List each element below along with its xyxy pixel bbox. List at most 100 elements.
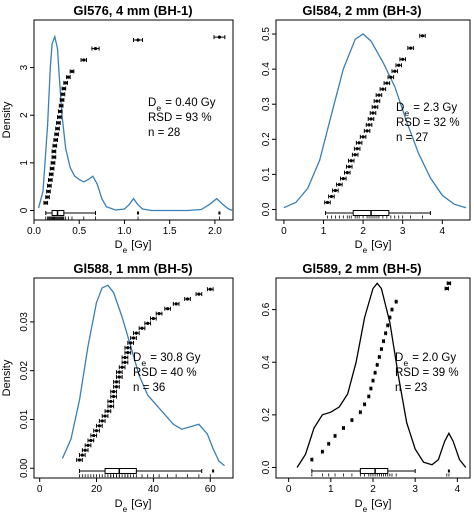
y-tick-label: 0.2 xyxy=(261,132,272,146)
point-marker xyxy=(64,81,68,85)
point-marker xyxy=(47,184,51,188)
data-point xyxy=(50,160,56,165)
box-outlier xyxy=(212,469,215,473)
data-point xyxy=(399,57,406,62)
plot-frame xyxy=(33,19,234,221)
point-marker xyxy=(397,63,401,67)
point-marker xyxy=(50,166,54,171)
point-marker xyxy=(51,161,55,165)
data-point xyxy=(363,128,371,133)
x-axis-ticks: 0.0 0.5 1.0 1.5 2.0 xyxy=(27,220,222,237)
point-marker xyxy=(375,99,379,103)
point-marker xyxy=(381,339,386,343)
data-point xyxy=(373,370,377,375)
point-marker xyxy=(385,81,389,85)
annotation-rsd: RSD = 40 % xyxy=(133,367,197,379)
density-curve xyxy=(61,284,225,467)
boxplot xyxy=(311,468,450,474)
density-curve xyxy=(37,34,234,212)
point-marker xyxy=(365,129,369,133)
data-point xyxy=(206,287,214,292)
panel-gl588: Gl588, 1 mm (BH-5) 0 20 40 60 0.000.010.020… xyxy=(1,261,234,514)
data-point xyxy=(107,404,115,409)
data-point xyxy=(58,103,64,108)
y-axis-ticks: 0.00 0.01 0.02 0.03 xyxy=(19,312,34,478)
point-marker xyxy=(401,57,405,61)
y-tick-label: 0.01 xyxy=(19,409,30,429)
point-marker xyxy=(197,292,201,296)
data-point xyxy=(333,433,337,438)
data-point xyxy=(310,457,314,462)
data-point xyxy=(124,345,132,350)
y-tick-label: 0.02 xyxy=(19,361,30,381)
x-tick-label: 0 xyxy=(37,484,43,495)
data-point xyxy=(59,98,65,102)
annotation-rsd: RSD = 32 % xyxy=(396,117,460,129)
point-marker xyxy=(77,458,82,462)
point-marker xyxy=(388,315,392,320)
data-point xyxy=(45,195,50,200)
point-marker xyxy=(389,75,393,79)
data-point xyxy=(144,321,152,326)
point-marker xyxy=(394,300,398,304)
data-point xyxy=(51,149,57,154)
data-point xyxy=(213,35,226,40)
x-tick-label: 4 xyxy=(440,226,446,237)
point-marker xyxy=(117,370,121,374)
y-tick-label: 2 xyxy=(19,112,30,118)
y-tick-label: 0 xyxy=(19,207,30,213)
point-marker xyxy=(393,69,397,73)
data-point xyxy=(388,315,392,320)
data-point xyxy=(353,146,361,151)
data-point xyxy=(54,132,59,137)
panel-gl576: Gl576, 4 mm (BH-1) 0.0 0.5 1.0 1.5 2.0 0123 … xyxy=(1,3,234,255)
point-marker xyxy=(52,155,56,159)
point-marker xyxy=(93,46,98,51)
point-marker xyxy=(49,172,53,176)
data-point xyxy=(371,105,379,110)
point-marker xyxy=(381,87,385,91)
annotation-n: n = 23 xyxy=(395,382,427,394)
point-marker xyxy=(341,176,345,181)
box-iqr xyxy=(104,468,137,474)
data-point xyxy=(87,438,95,443)
data-point xyxy=(91,46,100,51)
x-tick-label: 0.5 xyxy=(72,226,86,237)
point-marker xyxy=(52,149,56,154)
y-tick-label: 0.1 xyxy=(261,167,272,181)
point-marker xyxy=(44,201,48,205)
x-axis-label: De [Gy] xyxy=(115,239,152,255)
point-marker xyxy=(157,312,161,316)
point-marker xyxy=(89,438,93,443)
annotation-de: De = 0.40 Gy xyxy=(148,97,216,113)
data-point xyxy=(78,453,86,458)
data-point xyxy=(446,281,452,286)
data-point xyxy=(369,110,377,115)
data-point xyxy=(384,331,388,336)
data-point xyxy=(172,301,180,306)
y-axis-ticks: 0 1 2 3 xyxy=(19,64,34,213)
data-point xyxy=(49,166,55,171)
point-marker xyxy=(151,316,155,321)
data-point xyxy=(407,46,414,51)
point-marker xyxy=(174,302,178,306)
data-point xyxy=(351,152,359,157)
point-marker xyxy=(373,105,377,109)
point-marker xyxy=(333,434,337,438)
x-axis-label: De [Gy] xyxy=(355,498,392,514)
data-point xyxy=(115,370,123,375)
x-tick-label: 20 xyxy=(91,484,103,495)
point-marker xyxy=(371,379,375,383)
data-point xyxy=(127,340,134,345)
rug-marks xyxy=(327,215,423,219)
point-marker xyxy=(117,375,121,379)
data-point xyxy=(328,194,335,199)
point-marker xyxy=(134,331,138,335)
point-marker xyxy=(358,410,362,414)
point-marker xyxy=(345,171,349,175)
data-point xyxy=(395,63,403,68)
point-marker xyxy=(320,450,324,454)
point-marker xyxy=(357,141,361,145)
y-tick-label: 3 xyxy=(19,64,30,70)
